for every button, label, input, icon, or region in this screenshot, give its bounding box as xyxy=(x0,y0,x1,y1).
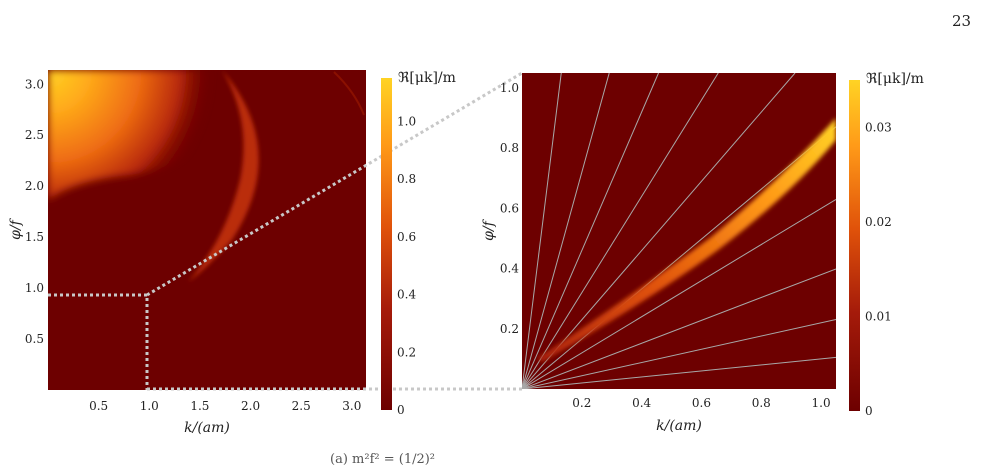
heatmap-left xyxy=(48,70,366,390)
left-y-label: φ/f xyxy=(8,217,24,240)
ray-line xyxy=(522,198,836,389)
left-y-tick: 3.0 xyxy=(25,77,44,91)
left-y-tick: 2.0 xyxy=(25,179,44,193)
right-y-ticks: 0.2 0.4 0.6 0.8 1.0 xyxy=(500,81,519,336)
ray-line xyxy=(522,126,836,389)
caption-fragment: (a) m²f² = (1/2)² xyxy=(330,452,436,467)
ray-line xyxy=(522,356,836,389)
left-x-tick: 2.5 xyxy=(292,399,311,413)
ray-line xyxy=(522,268,836,389)
colorbar-right-ticks: 0 0.01 0.02 0.03 xyxy=(865,120,892,418)
colorbar-left xyxy=(381,78,392,410)
rays xyxy=(522,73,836,389)
left-y-tick: 1.5 xyxy=(25,230,44,244)
right-x-tick: 0.2 xyxy=(572,396,591,410)
colorbar-right-label: ℜ[μk]/m xyxy=(866,71,924,87)
ray-line xyxy=(522,73,610,389)
left-x-tick: 1.0 xyxy=(140,399,159,413)
ray-line xyxy=(522,73,719,389)
zoom-connector-top xyxy=(146,71,523,297)
colorbar-left-label: ℜ[μk]/m xyxy=(398,70,456,86)
colorbar-left-tick: 0.2 xyxy=(397,345,416,359)
right-y-label: φ/f xyxy=(481,218,497,241)
right-x-tick: 1.0 xyxy=(812,396,831,410)
colorbar-left-tick: 0.6 xyxy=(397,230,416,244)
left-x-tick: 2.0 xyxy=(241,399,260,413)
colorbar-left-tick: 1.0 xyxy=(397,114,416,128)
right-x-tick: 0.6 xyxy=(692,396,711,410)
right-x-label: k/(am) xyxy=(656,418,702,434)
colorbar-right-tick: 0.03 xyxy=(865,120,892,134)
right-y-tick: 0.4 xyxy=(500,262,519,276)
instability-arc xyxy=(188,70,259,282)
colorbar-right-tick: 0 xyxy=(865,404,873,418)
left-y-tick: 0.5 xyxy=(25,332,44,346)
heatmap-right xyxy=(522,73,836,389)
right-y-tick: 0.8 xyxy=(500,141,519,155)
left-y-ticks: 0.5 1.0 1.5 2.0 2.5 3.0 xyxy=(25,77,44,346)
colorbar-right xyxy=(849,80,860,411)
left-x-tick: 0.5 xyxy=(89,399,108,413)
left-x-label: k/(am) xyxy=(184,420,230,436)
page-number: 23 xyxy=(952,12,972,30)
right-y-tick: 0.2 xyxy=(500,322,519,336)
left-x-tick: 1.5 xyxy=(190,399,209,413)
left-y-tick: 2.5 xyxy=(25,128,44,142)
right-y-tick: 1.0 xyxy=(500,81,519,95)
faint-arc xyxy=(333,71,365,116)
colorbar-right-tick: 0.01 xyxy=(865,309,892,323)
ray-line xyxy=(522,73,796,389)
colorbar-left-tick: 0.8 xyxy=(397,172,416,186)
right-x-tick: 0.8 xyxy=(752,396,771,410)
right-x-ticks: 0.2 0.4 0.6 0.8 1.0 xyxy=(572,396,830,410)
colorbar-left-tick: 0.4 xyxy=(397,288,416,302)
left-x-ticks: 0.5 1.0 1.5 2.0 2.5 3.0 xyxy=(89,399,361,413)
colorbar-right-tick: 0.02 xyxy=(865,215,892,229)
colorbar-left-ticks: 0 0.2 0.4 0.6 0.8 1.0 xyxy=(397,114,416,417)
ray-line xyxy=(522,73,562,389)
left-y-tick: 1.0 xyxy=(25,281,44,295)
ray-line xyxy=(522,318,836,389)
right-y-tick: 0.6 xyxy=(500,201,519,215)
colorbar-left-tick: 0 xyxy=(397,403,405,417)
instability-blob xyxy=(48,70,240,200)
left-x-tick: 3.0 xyxy=(342,399,361,413)
ray-line xyxy=(522,73,659,389)
right-x-tick: 0.4 xyxy=(632,396,651,410)
